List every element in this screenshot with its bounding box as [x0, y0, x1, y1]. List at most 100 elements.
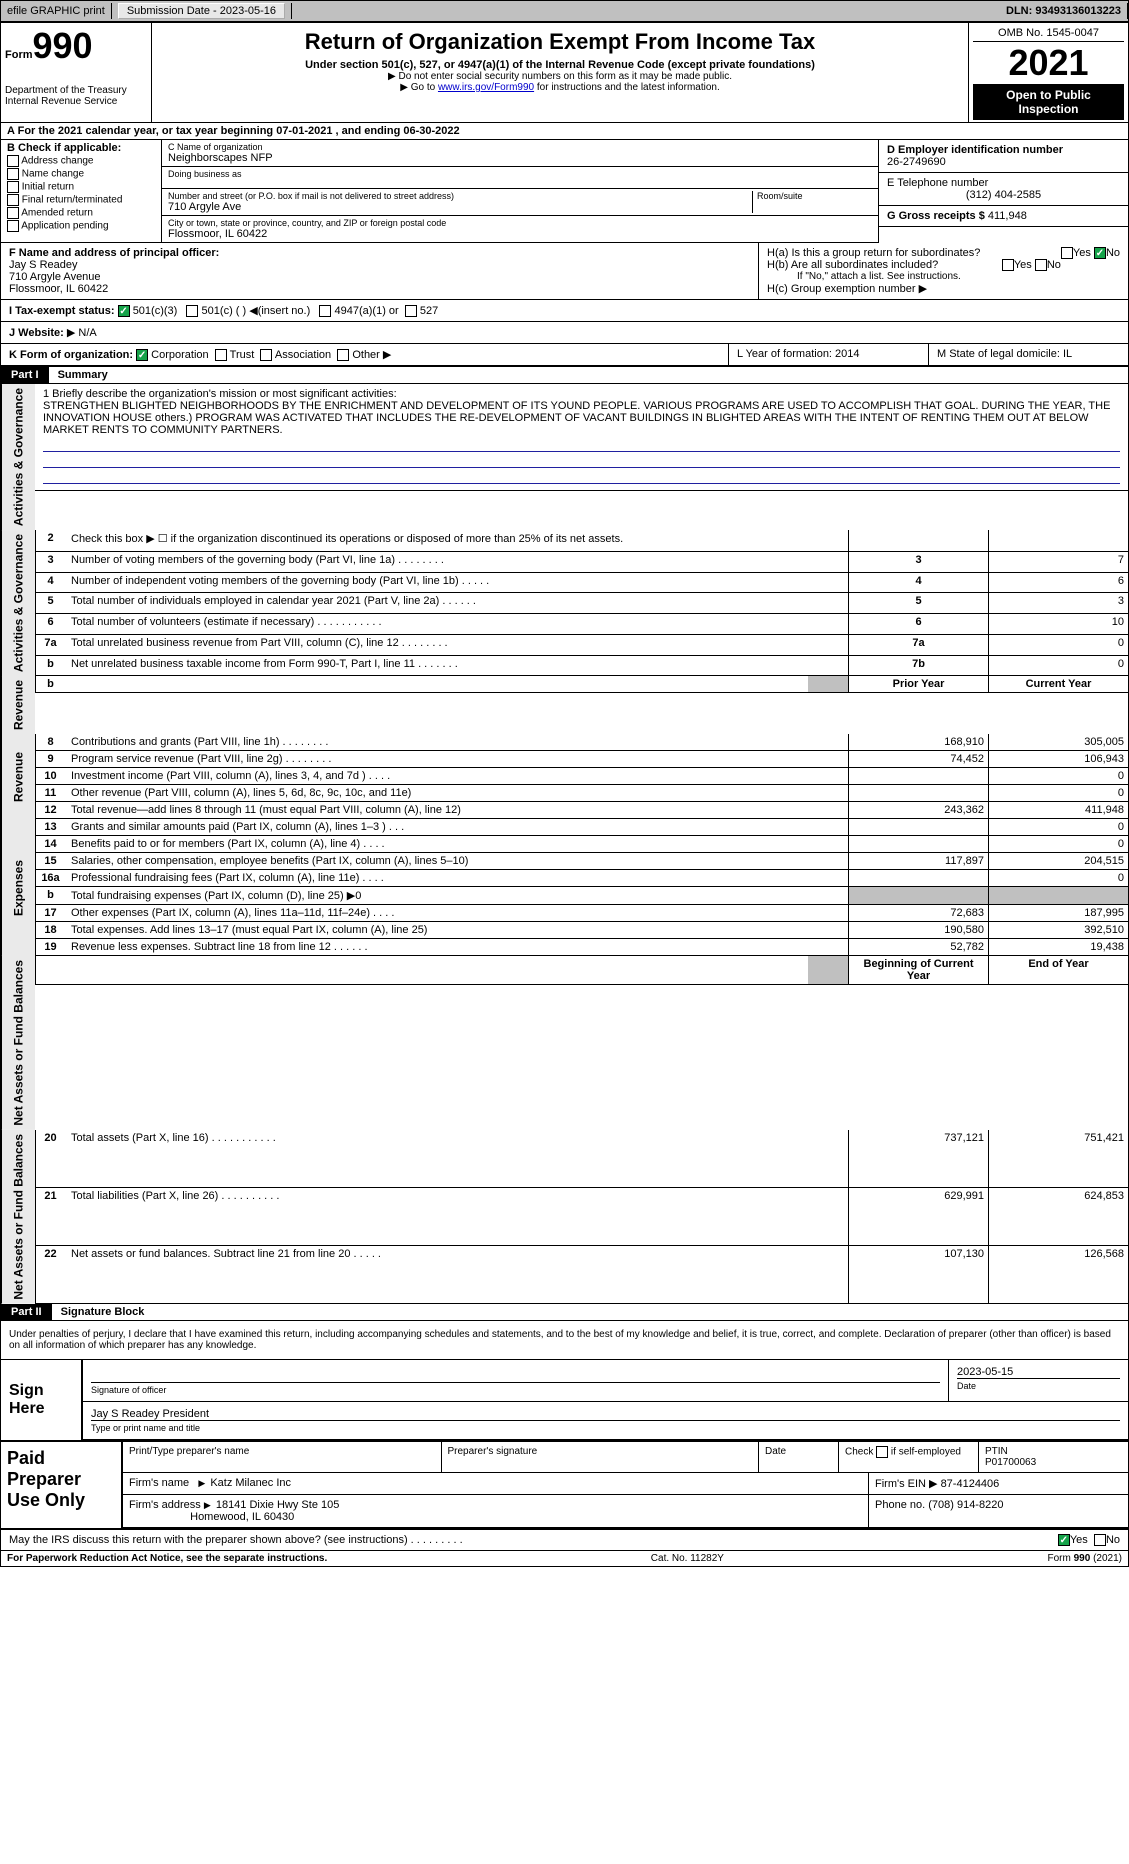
line-num: 6	[35, 614, 65, 635]
line-desc: Net unrelated business taxable income fr…	[65, 656, 848, 677]
box-de: D Employer identification number 26-2749…	[878, 140, 1128, 243]
gov-lines-container: Activities & Governance2Check this box ▶…	[1, 530, 1128, 676]
discuss-yes-checkbox[interactable]	[1058, 1534, 1070, 1546]
ein-value: 26-2749690	[887, 156, 1120, 168]
4947-checkbox[interactable]	[319, 305, 331, 317]
preparer-label: Paid Preparer Use Only	[1, 1442, 121, 1528]
current-year-value: 0	[988, 819, 1128, 836]
current-year-header: Current Year	[988, 676, 1128, 693]
line-num: b	[35, 887, 65, 905]
line-num: 14	[35, 836, 65, 853]
line-num: 8	[35, 734, 65, 751]
line-num: 4	[35, 573, 65, 594]
omb-number: OMB No. 1545-0047	[973, 25, 1124, 42]
line-desc: Total revenue—add lines 8 through 11 (mu…	[65, 802, 848, 819]
form-title: Return of Organization Exempt From Incom…	[156, 29, 964, 55]
ptin-value: P01700063	[985, 1457, 1036, 1468]
row-k-form-org: K Form of organization: Corporation Trus…	[1, 344, 728, 365]
prior-year-value: 629,991	[848, 1188, 988, 1246]
irs-link[interactable]: www.irs.gov/Form990	[438, 82, 534, 93]
current-year-value: 0	[988, 836, 1128, 853]
line-num: 20	[35, 1130, 65, 1188]
line-num: 9	[35, 751, 65, 768]
part2-title: Signature Block	[55, 1306, 145, 1318]
501c-checkbox[interactable]	[186, 305, 198, 317]
sig-date-label: Date	[957, 1378, 1120, 1391]
begin-year-header: Beginning of Current Year	[848, 956, 988, 985]
vtab-net: Net Assets or Fund Balances	[1, 1130, 35, 1304]
submission-date-button[interactable]: Submission Date - 2023-05-16	[118, 3, 285, 19]
prior-year-value: 74,452	[848, 751, 988, 768]
penalty-statement: Under penalties of perjury, I declare th…	[1, 1321, 1128, 1360]
line-b: b	[35, 676, 65, 693]
top-toolbar: efile GRAPHIC print Submission Date - 20…	[0, 0, 1129, 22]
prior-year-value	[848, 819, 988, 836]
box-b-option[interactable]: Final return/terminated	[7, 194, 155, 206]
current-year-value: 624,853	[988, 1188, 1128, 1246]
gross-label: G Gross receipts $	[887, 210, 985, 222]
firm-addr-label: Firm's address	[129, 1499, 201, 1511]
box-f: F Name and address of principal officer:…	[1, 243, 758, 299]
current-year-value: 0	[988, 785, 1128, 802]
hb-no-checkbox[interactable]	[1035, 259, 1047, 271]
ha-label: H(a) Is this a group return for subordin…	[767, 247, 980, 259]
form-number-cell: Form990 Department of the Treasury Inter…	[1, 23, 151, 122]
firm-ein-label: Firm's EIN	[875, 1478, 926, 1490]
line-ref	[848, 530, 988, 552]
ptin-label: PTIN	[985, 1446, 1008, 1457]
line-num: 7a	[35, 635, 65, 656]
discuss-no-checkbox[interactable]	[1094, 1534, 1106, 1546]
hb-yes-checkbox[interactable]	[1002, 259, 1014, 271]
assoc-checkbox[interactable]	[260, 349, 272, 361]
line-value: 10	[988, 614, 1128, 635]
prep-h3: Date	[758, 1442, 838, 1472]
box-b-option[interactable]: Amended return	[7, 207, 155, 219]
mission-text: STRENGTHEN BLIGHTED NEIGHBORHOODS BY THE…	[43, 400, 1120, 436]
prior-year-value	[848, 785, 988, 802]
line-num: 21	[35, 1188, 65, 1246]
trust-checkbox[interactable]	[215, 349, 227, 361]
other-checkbox[interactable]	[337, 349, 349, 361]
self-employed-checkbox[interactable]	[876, 1446, 888, 1458]
line-num: 13	[35, 819, 65, 836]
box-b-option[interactable]: Application pending	[7, 220, 155, 232]
officer-label: F Name and address of principal officer:	[9, 247, 750, 259]
ha-no-checkbox[interactable]	[1094, 247, 1106, 259]
line-ref: 5	[848, 593, 988, 614]
line-desc: Number of voting members of the governin…	[65, 552, 848, 573]
prior-year-header: Prior Year	[848, 676, 988, 693]
box-b-title: B Check if applicable:	[7, 142, 155, 154]
ein-label: D Employer identification number	[887, 144, 1120, 156]
box-b-option[interactable]: Address change	[7, 155, 155, 167]
line-num: 2	[35, 530, 65, 552]
prep-h2: Preparer's signature	[441, 1442, 759, 1472]
gross-value: 411,948	[988, 210, 1027, 222]
net-lines-container: Net Assets or Fund Balances20Total asset…	[1, 1130, 1128, 1304]
line-num: 22	[35, 1246, 65, 1304]
box-b-option[interactable]: Initial return	[7, 181, 155, 193]
line-desc: Total assets (Part X, line 16) . . . . .…	[65, 1130, 848, 1188]
current-year-value: 0	[988, 768, 1128, 785]
irs-label: Internal Revenue Service	[5, 96, 147, 107]
line-num: 11	[35, 785, 65, 802]
box-b-option[interactable]: Name change	[7, 168, 155, 180]
line-desc: Salaries, other compensation, employee b…	[65, 853, 848, 870]
dln-label: DLN: 93493136013223	[1000, 3, 1128, 19]
prior-year-value: 107,130	[848, 1246, 988, 1304]
527-checkbox[interactable]	[405, 305, 417, 317]
ha-yes-checkbox[interactable]	[1061, 247, 1073, 259]
firm-addr2: Homewood, IL 60430	[190, 1511, 294, 1523]
line-desc: Benefits paid to or for members (Part IX…	[65, 836, 848, 853]
current-year-value: 106,943	[988, 751, 1128, 768]
501c3-checkbox[interactable]	[118, 305, 130, 317]
sig-name-label: Type or print name and title	[91, 1420, 1120, 1433]
current-year-value	[988, 887, 1128, 905]
current-year-value: 392,510	[988, 922, 1128, 939]
org-name: Neighborscapes NFP	[168, 152, 872, 164]
part1-title: Summary	[52, 369, 108, 381]
corp-checkbox[interactable]	[136, 349, 148, 361]
current-year-value: 0	[988, 870, 1128, 887]
line-num: 5	[35, 593, 65, 614]
line-num: 18	[35, 922, 65, 939]
addr-value: 710 Argyle Ave	[168, 201, 752, 213]
